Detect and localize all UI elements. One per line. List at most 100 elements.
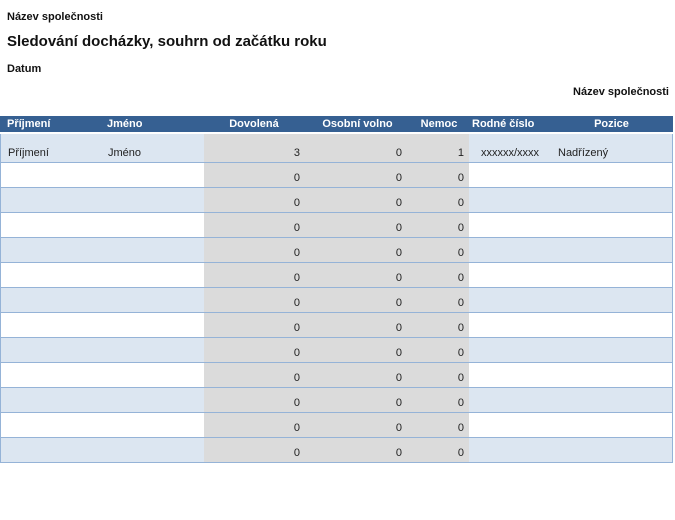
cell-pozice[interactable] xyxy=(551,363,672,387)
cell-osobni-volno[interactable]: 0 xyxy=(306,163,411,187)
cell-rodne-cislo[interactable] xyxy=(469,238,551,262)
column-header-rodne-cislo[interactable]: Rodné číslo xyxy=(472,118,535,130)
cell-prijmeni[interactable] xyxy=(1,338,101,362)
cell-nemoc[interactable]: 0 xyxy=(411,288,469,312)
cell-rodne-cislo[interactable] xyxy=(469,163,551,187)
cell-jmeno[interactable] xyxy=(101,263,204,287)
cell-nemoc[interactable]: 0 xyxy=(411,263,469,287)
cell-pozice[interactable] xyxy=(551,213,672,237)
cell-rodne-cislo[interactable] xyxy=(469,288,551,312)
date-label-cell[interactable]: Datum xyxy=(7,63,42,75)
cell-dovolena[interactable]: 3 xyxy=(204,134,306,162)
cell-nemoc[interactable]: 0 xyxy=(411,363,469,387)
cell-dovolena[interactable]: 0 xyxy=(204,388,306,412)
cell-rodne-cislo[interactable]: xxxxxx/xxxx xyxy=(480,147,540,159)
cell-jmeno[interactable] xyxy=(101,238,204,262)
cell-jmeno[interactable] xyxy=(101,313,204,337)
cell-prijmeni[interactable] xyxy=(1,388,101,412)
cell-dovolena[interactable]: 0 xyxy=(204,263,306,287)
cell-rodne-cislo[interactable] xyxy=(469,438,551,462)
cell-rodne-cislo[interactable] xyxy=(469,313,551,337)
cell-osobni-volno[interactable]: 0 xyxy=(306,263,411,287)
cell-prijmeni[interactable] xyxy=(1,238,101,262)
cell-jmeno[interactable] xyxy=(101,163,204,187)
column-header-jmeno[interactable]: Jméno xyxy=(107,118,143,130)
cell-osobni-volno[interactable]: 0 xyxy=(306,313,411,337)
cell-nemoc[interactable]: 0 xyxy=(411,213,469,237)
cell-osobni-volno[interactable]: 0 xyxy=(306,438,411,462)
cell-osobni-volno[interactable]: 0 xyxy=(306,134,411,162)
cell-nemoc[interactable]: 0 xyxy=(411,438,469,462)
column-header-pozice[interactable]: Pozice xyxy=(594,118,629,130)
cell-dovolena[interactable]: 0 xyxy=(204,413,306,437)
cell-jmeno[interactable] xyxy=(101,438,204,462)
cell-prijmeni[interactable] xyxy=(1,263,101,287)
cell-pozice[interactable] xyxy=(551,163,672,187)
cell-dovolena[interactable]: 0 xyxy=(204,238,306,262)
cell-nemoc[interactable]: 1 xyxy=(411,134,469,162)
cell-prijmeni[interactable] xyxy=(1,413,101,437)
cell-dovolena[interactable]: 0 xyxy=(204,313,306,337)
cell-dovolena[interactable]: 0 xyxy=(204,288,306,312)
cell-pozice[interactable] xyxy=(551,438,672,462)
cell-jmeno[interactable] xyxy=(101,188,204,212)
cell-pozice[interactable] xyxy=(551,338,672,362)
cell-jmeno[interactable] xyxy=(101,213,204,237)
cell-prijmeni[interactable] xyxy=(1,213,101,237)
cell-pozice[interactable]: Nadřízený xyxy=(558,147,609,159)
cell-nemoc[interactable]: 0 xyxy=(411,313,469,337)
cell-osobni-volno[interactable]: 0 xyxy=(306,238,411,262)
cell-rodne-cislo[interactable] xyxy=(469,263,551,287)
cell-osobni-volno[interactable]: 0 xyxy=(306,388,411,412)
cell-rodne-cislo[interactable] xyxy=(469,363,551,387)
cell-dovolena[interactable]: 0 xyxy=(204,363,306,387)
cell-osobni-volno[interactable]: 0 xyxy=(306,413,411,437)
cell-rodne-cislo[interactable] xyxy=(469,388,551,412)
cell-rodne-cislo[interactable] xyxy=(469,188,551,212)
cell-prijmeni[interactable]: Příjmení xyxy=(8,147,49,159)
cell-osobni-volno[interactable]: 0 xyxy=(306,288,411,312)
column-header-nemoc[interactable]: Nemoc xyxy=(420,118,458,130)
cell-nemoc[interactable]: 0 xyxy=(411,163,469,187)
cell-nemoc[interactable]: 0 xyxy=(411,188,469,212)
cell-osobni-volno[interactable]: 0 xyxy=(306,363,411,387)
cell-prijmeni[interactable] xyxy=(1,188,101,212)
cell-rodne-cislo[interactable] xyxy=(469,213,551,237)
cell-osobni-volno[interactable]: 0 xyxy=(306,188,411,212)
company-name-cell[interactable]: Název společnosti xyxy=(7,11,103,23)
cell-pozice[interactable] xyxy=(551,313,672,337)
cell-prijmeni[interactable] xyxy=(1,438,101,462)
cell-prijmeni[interactable] xyxy=(1,363,101,387)
column-header-prijmeni[interactable]: Příjmení xyxy=(7,118,51,130)
cell-jmeno[interactable] xyxy=(101,338,204,362)
column-header-osobni-volno[interactable]: Osobní volno xyxy=(322,118,393,130)
cell-dovolena[interactable]: 0 xyxy=(204,213,306,237)
cell-jmeno[interactable] xyxy=(101,288,204,312)
cell-rodne-cislo[interactable] xyxy=(469,413,551,437)
cell-jmeno[interactable] xyxy=(101,363,204,387)
cell-jmeno[interactable]: Jméno xyxy=(108,147,142,159)
cell-pozice[interactable] xyxy=(551,263,672,287)
cell-dovolena[interactable]: 0 xyxy=(204,188,306,212)
cell-nemoc[interactable]: 0 xyxy=(411,238,469,262)
cell-dovolena[interactable]: 0 xyxy=(204,438,306,462)
cell-osobni-volno[interactable]: 0 xyxy=(306,338,411,362)
cell-jmeno[interactable] xyxy=(101,388,204,412)
cell-prijmeni[interactable] xyxy=(1,288,101,312)
cell-rodne-cislo[interactable] xyxy=(469,338,551,362)
cell-dovolena[interactable]: 0 xyxy=(204,338,306,362)
cell-dovolena[interactable]: 0 xyxy=(204,163,306,187)
cell-nemoc[interactable]: 0 xyxy=(411,338,469,362)
cell-pozice[interactable] xyxy=(551,388,672,412)
cell-osobni-volno[interactable]: 0 xyxy=(306,213,411,237)
cell-pozice[interactable] xyxy=(551,288,672,312)
cell-prijmeni[interactable] xyxy=(1,163,101,187)
cell-jmeno[interactable] xyxy=(101,413,204,437)
cell-pozice[interactable] xyxy=(551,238,672,262)
cell-pozice[interactable] xyxy=(551,413,672,437)
cell-nemoc[interactable]: 0 xyxy=(411,388,469,412)
cell-pozice[interactable] xyxy=(551,188,672,212)
cell-prijmeni[interactable] xyxy=(1,313,101,337)
cell-nemoc[interactable]: 0 xyxy=(411,413,469,437)
column-header-dovolena[interactable]: Dovolená xyxy=(229,118,279,130)
